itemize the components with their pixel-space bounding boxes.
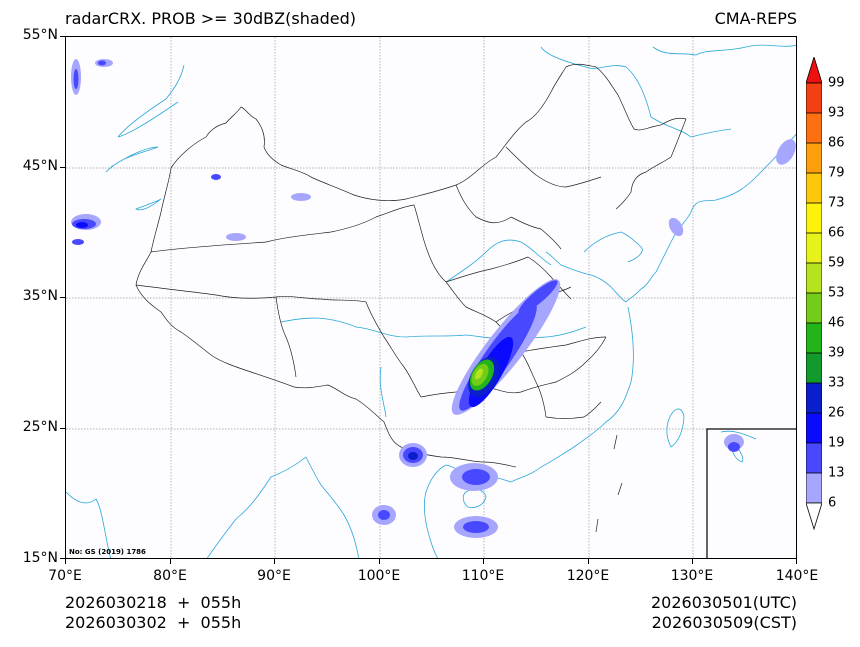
lon-tick-130: 130°E (670, 568, 714, 584)
lon-tick-70: 70°E (48, 568, 82, 584)
lat-tick-15: 15°N (22, 550, 58, 566)
colorbar-label: 86 (828, 135, 845, 151)
colorbar-label: 99 (828, 75, 845, 91)
boundaries (135, 63, 796, 558)
init-utc: 2026030218 + 055h (65, 593, 242, 612)
tick-mark (65, 559, 66, 564)
tick-mark (796, 559, 797, 564)
model-name: CMA-REPS (714, 9, 797, 28)
tick-mark (692, 559, 693, 564)
lat-tick-55: 55°N (22, 27, 58, 43)
tick-mark (170, 559, 171, 564)
colorbar (806, 57, 822, 530)
tick-mark (274, 559, 275, 564)
tick-mark (588, 559, 589, 564)
colorbar-label: 13 (828, 465, 845, 481)
colorbar-label: 66 (828, 225, 845, 241)
tick-mark (60, 428, 65, 429)
colorbar-label: 33 (828, 375, 845, 391)
colorbar-label: 59 (828, 255, 845, 271)
map-canvas (66, 37, 796, 558)
tick-mark (60, 167, 65, 168)
tick-mark (60, 36, 65, 37)
tick-mark (60, 297, 65, 298)
init-cst: 2026030302 + 055h (65, 613, 242, 632)
init-time-block: 2026030218 + 055h 2026030302 + 055h (65, 593, 241, 633)
valid-cst: 2026030509(CST) (651, 613, 797, 632)
colorbar-label: 26 (828, 405, 845, 421)
lat-tick-35: 35°N (22, 288, 58, 304)
colorbar-label: 53 (828, 285, 845, 301)
tick-mark (60, 558, 65, 559)
colorbar-label: 6 (828, 495, 837, 511)
valid-time-block: 2026030501(UTC) 2026030509(CST) (651, 593, 797, 633)
colorbar-label: 79 (828, 165, 845, 181)
coastline (66, 44, 796, 558)
lon-tick-140: 140°E (775, 568, 819, 584)
colorbar-label: 19 (828, 435, 845, 451)
approval-note: No: GS (2019) 1786 (69, 548, 146, 556)
probability-shading (71, 59, 796, 538)
colorbar-label: 39 (828, 345, 845, 361)
chart-title: radarCRX. PROB >= 30dBZ(shaded) (65, 9, 357, 28)
colorbar-label: 93 (828, 105, 845, 121)
lon-tick-90: 90°E (257, 568, 291, 584)
colorbar-under-arrow (806, 502, 822, 530)
lat-tick-25: 25°N (22, 419, 58, 435)
lon-tick-120: 120°E (566, 568, 610, 584)
colorbar-over-arrow (806, 57, 822, 84)
colorbar-label: 46 (828, 315, 845, 331)
gridlines (66, 37, 796, 558)
tick-mark (483, 559, 484, 564)
lon-tick-100: 100°E (357, 568, 401, 584)
lat-tick-45: 45°N (22, 158, 58, 174)
lon-tick-80: 80°E (153, 568, 187, 584)
tick-mark (379, 559, 380, 564)
map-panel: No: GS (2019) 1786 (65, 36, 797, 559)
colorbar-label: 73 (828, 195, 845, 211)
valid-utc: 2026030501(UTC) (651, 593, 797, 612)
lon-tick-110: 110°E (461, 568, 505, 584)
